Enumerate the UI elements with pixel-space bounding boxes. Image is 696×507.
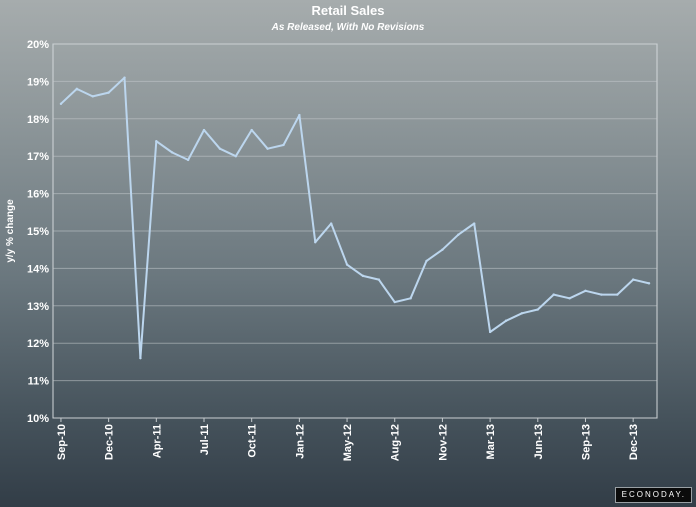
- data-point: [186, 158, 190, 162]
- econoday-logo: ECONODAY.: [614, 487, 692, 503]
- data-point: [520, 312, 524, 315]
- data-point: [361, 274, 365, 278]
- y-tick-label: 15%: [27, 226, 49, 238]
- x-tick-label: Dec-13: [628, 424, 640, 460]
- x-tick-label: Apr-11: [151, 424, 163, 458]
- data-point: [504, 319, 508, 322]
- data-point: [552, 293, 555, 296]
- chart-subtitle: As Released, With No Revisions: [271, 22, 425, 33]
- data-point: [568, 297, 571, 300]
- data-point: [488, 330, 492, 334]
- data-point: [139, 356, 142, 360]
- data-point: [536, 308, 539, 311]
- x-tick-label: Sep-10: [56, 424, 68, 460]
- data-point: [171, 151, 174, 154]
- data-point: [298, 113, 301, 117]
- data-point: [600, 293, 603, 296]
- data-point: [75, 87, 79, 91]
- y-tick-label: 19%: [27, 76, 49, 88]
- x-tick-label: Dec-10: [104, 424, 116, 460]
- data-point: [616, 293, 619, 296]
- data-point: [631, 278, 635, 281]
- y-tick-label: 17%: [27, 151, 49, 163]
- data-point: [250, 128, 253, 132]
- y-tick-label: 14%: [27, 263, 49, 275]
- data-point: [202, 128, 206, 132]
- x-axis-ticks: Sep-10 Dec-10 Apr-11 Jul-11 Oct-11 Jan-12 May-…: [56, 418, 640, 461]
- data-point: [314, 241, 317, 244]
- x-tick-label: May-12: [342, 424, 354, 461]
- x-tick-label: Aug-12: [390, 424, 402, 461]
- y-tick-label: 16%: [27, 189, 49, 201]
- x-tick-label: Mar-13: [485, 424, 497, 459]
- data-point: [329, 222, 333, 225]
- data-point: [425, 259, 428, 263]
- series-line-retail-sales: [60, 76, 650, 360]
- data-point: [107, 91, 110, 94]
- data-point: [155, 140, 158, 143]
- y-axis-ticks: 10% 11% 12% 13% 14% 15% 16% 17% 18% 19% 20%: [27, 39, 49, 425]
- x-tick-label: Jul-11: [199, 424, 211, 455]
- x-tick-label: Nov-12: [437, 424, 449, 461]
- data-point: [377, 278, 381, 281]
- data-point: [345, 263, 349, 266]
- data-point: [393, 300, 396, 304]
- x-tick-label: Sep-13: [580, 424, 592, 460]
- data-point: [584, 289, 587, 293]
- x-tick-label: Jan-12: [294, 424, 306, 459]
- data-point: [409, 297, 412, 300]
- y-axis-title: y/y % change: [5, 199, 16, 263]
- data-point: [266, 147, 269, 150]
- x-tick-label: Oct-11: [247, 424, 259, 458]
- y-tick-label: 10%: [27, 413, 49, 425]
- data-point: [457, 233, 460, 236]
- y-tick-label: 12%: [27, 338, 49, 350]
- data-point: [282, 143, 285, 147]
- data-point: [91, 95, 94, 98]
- y-tick-label: 18%: [27, 114, 49, 126]
- y-tick-label: 20%: [27, 39, 49, 51]
- data-point: [234, 155, 237, 158]
- y-tick-label: 11%: [28, 376, 50, 388]
- data-point: [218, 147, 222, 150]
- y-tick-label: 13%: [27, 301, 49, 313]
- data-point: [59, 102, 63, 106]
- grid-lines: [53, 43, 657, 419]
- data-point: [473, 222, 476, 225]
- x-tick-label: Jun-13: [533, 424, 545, 459]
- data-point: [647, 282, 651, 285]
- data-points: [59, 76, 651, 360]
- data-point: [441, 248, 444, 251]
- data-point: [123, 76, 126, 79]
- chart-title: Retail Sales: [312, 3, 385, 18]
